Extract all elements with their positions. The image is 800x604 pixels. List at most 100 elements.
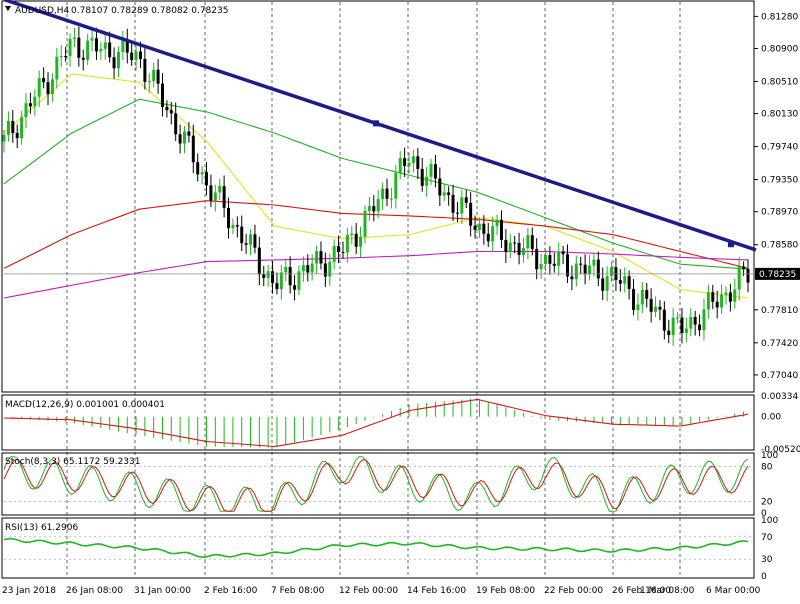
time-label-4: 7 Feb 08:00 bbox=[271, 586, 325, 596]
candle-body-79 bbox=[350, 233, 354, 235]
candle-body-123 bbox=[543, 255, 547, 265]
candle-body-116 bbox=[513, 242, 517, 244]
candle-body-83 bbox=[367, 206, 371, 211]
stoch-panel-frame bbox=[1, 452, 755, 516]
candle-body-45 bbox=[200, 172, 204, 175]
ma-line-2 bbox=[3, 200, 749, 269]
candle-body-37 bbox=[165, 106, 169, 111]
candle-body-0 bbox=[2, 134, 6, 142]
candle-body-146 bbox=[645, 289, 649, 299]
candle-body-163 bbox=[720, 294, 724, 308]
candle-body-26 bbox=[116, 51, 120, 69]
candle-body-72 bbox=[319, 251, 323, 264]
candle-body-82 bbox=[363, 210, 367, 237]
trendline-group[interactable] bbox=[3, 0, 757, 252]
time-label-3: 2 Feb 16:00 bbox=[204, 586, 258, 596]
candle-body-42 bbox=[187, 131, 191, 136]
candle-body-33 bbox=[147, 81, 151, 83]
candle-body-22 bbox=[99, 48, 103, 52]
candle-body-101 bbox=[447, 192, 451, 195]
candle-body-80 bbox=[354, 233, 358, 247]
trendline-handle-mid bbox=[373, 120, 379, 127]
candle-body-74 bbox=[328, 261, 332, 277]
candle-body-28 bbox=[125, 39, 129, 53]
collapse-arrow-icon[interactable] bbox=[5, 6, 11, 11]
candle-body-97 bbox=[429, 164, 433, 177]
candle-body-75 bbox=[332, 245, 336, 262]
candle-body-144 bbox=[636, 304, 640, 310]
candle-body-94 bbox=[416, 156, 420, 169]
candle-body-43 bbox=[191, 135, 195, 163]
candle-body-81 bbox=[359, 236, 363, 247]
candle-body-9 bbox=[42, 78, 46, 83]
candle-body-169 bbox=[746, 268, 750, 283]
candle-body-12 bbox=[55, 56, 59, 80]
candle-body-51 bbox=[227, 207, 231, 229]
candle-body-106 bbox=[469, 202, 473, 226]
candle-body-161 bbox=[711, 292, 715, 302]
candle-body-32 bbox=[143, 58, 147, 82]
candle-body-58 bbox=[257, 247, 261, 275]
candle-body-129 bbox=[570, 276, 574, 280]
candle-body-53 bbox=[235, 224, 239, 227]
candle-body-85 bbox=[376, 199, 380, 212]
candle-body-105 bbox=[464, 197, 468, 203]
candle-body-23 bbox=[103, 42, 107, 49]
candle-body-126 bbox=[557, 251, 561, 266]
price-tick-label-8: 0.77810 bbox=[761, 306, 798, 316]
candle-body-30 bbox=[134, 51, 138, 61]
candle-body-125 bbox=[552, 263, 556, 266]
candle-body-55 bbox=[244, 243, 248, 245]
time-label-9: 26 Feb 16:00 bbox=[612, 586, 671, 596]
candle-body-48 bbox=[213, 192, 217, 201]
candle-body-90 bbox=[398, 158, 402, 173]
candle-body-73 bbox=[323, 263, 327, 277]
candle-body-3 bbox=[15, 133, 19, 139]
candle-body-151 bbox=[667, 330, 671, 336]
macd-tick-label-2: -0.00520 bbox=[761, 445, 800, 455]
resistance-trendline bbox=[3, 0, 757, 252]
candle-body-39 bbox=[174, 113, 178, 135]
candle-body-165 bbox=[728, 292, 732, 302]
macd-panel-frame bbox=[1, 394, 755, 451]
candle-body-118 bbox=[521, 248, 525, 255]
time-label-11: 6 Mar 00:00 bbox=[706, 586, 761, 596]
stoch-label: Stoch(8,3,3) 65.1172 59.2331 bbox=[5, 457, 140, 467]
candle-body-88 bbox=[389, 198, 393, 200]
candle-body-148 bbox=[654, 306, 658, 312]
candle-body-143 bbox=[632, 288, 636, 310]
candle-body-136 bbox=[601, 278, 605, 291]
candle-body-122 bbox=[539, 264, 543, 270]
candle-body-36 bbox=[160, 83, 164, 107]
rsi-tick-label-3: 0 bbox=[761, 572, 767, 582]
ohlc-label: 0.78107 0.78289 0.78082 0.78235 bbox=[71, 6, 228, 16]
candle-body-132 bbox=[583, 264, 587, 275]
candle-body-17 bbox=[77, 37, 81, 58]
macd-tick-label-0: 0.00334 bbox=[761, 392, 798, 402]
candle-body-153 bbox=[676, 317, 680, 319]
candle-body-108 bbox=[477, 223, 481, 230]
candle-body-29 bbox=[130, 52, 134, 61]
macd-label: MACD(12,26,9) 0.001001 0.000401 bbox=[5, 400, 165, 410]
candle-body-157 bbox=[693, 316, 697, 325]
candle-body-103 bbox=[455, 212, 459, 214]
candle-body-164 bbox=[724, 292, 728, 295]
rsi-tick-label-2: 30 bbox=[761, 555, 773, 565]
candle-body-10 bbox=[46, 82, 50, 95]
candle-body-61 bbox=[271, 271, 275, 284]
candle-body-137 bbox=[605, 276, 609, 291]
price-tick-label-4: 0.79740 bbox=[761, 143, 798, 153]
price-tick-label-9: 0.77420 bbox=[761, 339, 798, 349]
candle-body-145 bbox=[640, 289, 644, 305]
current-price-label: 0.78235 bbox=[759, 270, 796, 280]
candle-body-141 bbox=[623, 276, 627, 284]
candle-body-7 bbox=[33, 96, 37, 107]
candle-body-41 bbox=[182, 131, 186, 144]
candle-body-160 bbox=[706, 292, 710, 310]
candle-body-34 bbox=[152, 69, 156, 82]
candle-body-78 bbox=[345, 234, 349, 253]
candle-body-56 bbox=[249, 234, 253, 245]
